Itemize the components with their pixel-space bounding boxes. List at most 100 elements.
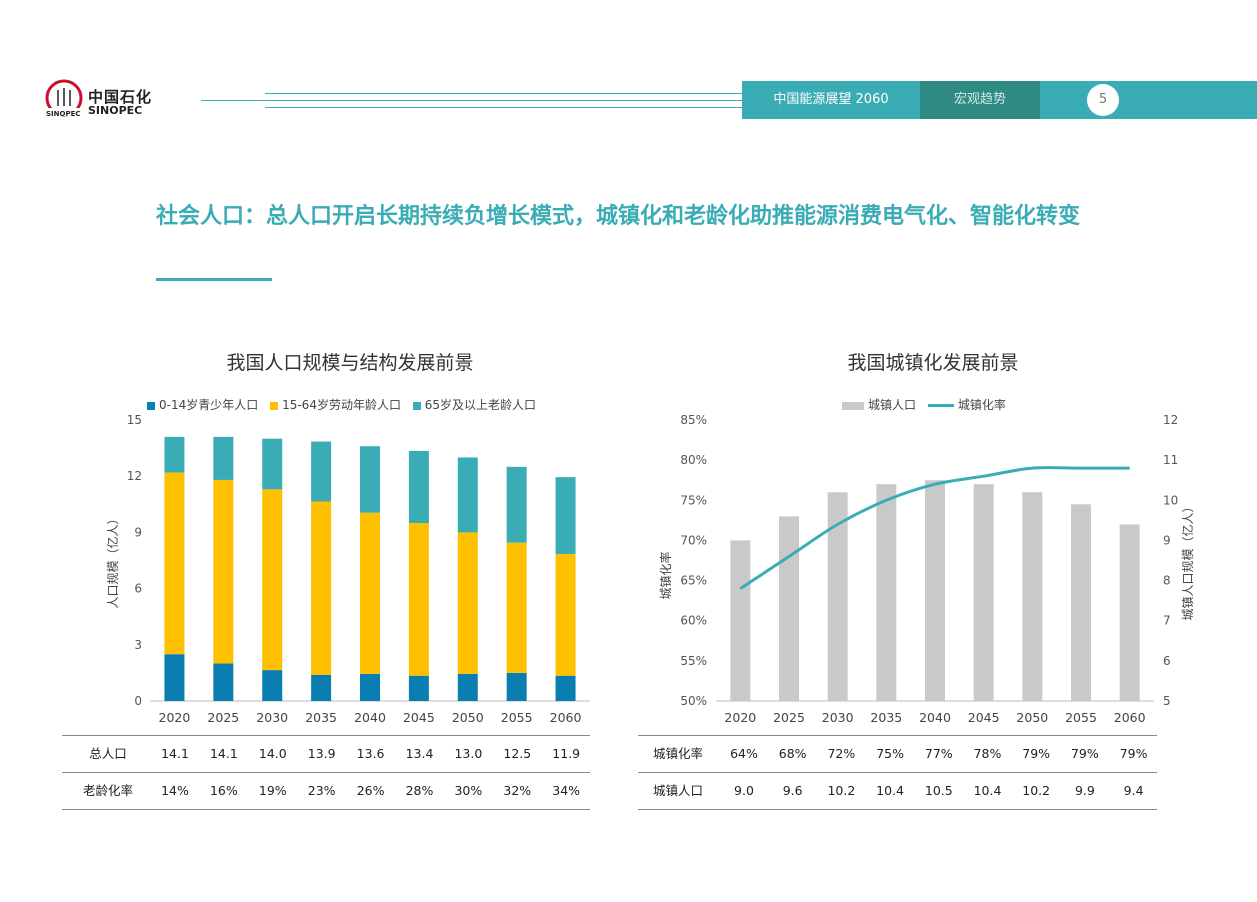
y-right-tick-label: 9	[1163, 533, 1171, 547]
urban-population-bar	[730, 540, 751, 701]
legend-swatch	[412, 401, 421, 410]
legend-item: 65岁及以上老龄人口	[412, 396, 537, 413]
table-cell: 13.6	[356, 746, 385, 761]
urban-population-bar	[827, 492, 848, 701]
table-cell: 79%	[1070, 746, 1099, 761]
x-tick-label: 2035	[305, 710, 337, 725]
table-rule	[62, 772, 590, 773]
legend-label: 65岁及以上老龄人口	[424, 398, 537, 412]
y-tick-label: 15	[127, 413, 142, 427]
chart2-legend: 城镇人口 城镇化率	[842, 396, 1014, 413]
urban-population-bar	[876, 484, 897, 701]
y-left-axis-label: 城镇化率	[658, 551, 673, 599]
x-tick-label: 2030	[822, 710, 854, 725]
table-cell: 77%	[924, 746, 953, 761]
legend-swatch	[842, 401, 864, 410]
bar-segment	[311, 501, 332, 675]
table-cell: 9.9	[1074, 783, 1095, 798]
bar-segment	[555, 477, 576, 554]
table-cell: 12.5	[503, 746, 532, 761]
y-tick-label: 3	[134, 638, 142, 652]
legend-label: 0-14岁青少年人口	[159, 398, 259, 412]
urban-population-bar	[973, 484, 994, 701]
legend-label: 城镇化率	[957, 398, 1006, 412]
table-cell: 13.9	[307, 746, 336, 761]
y-right-tick-label: 12	[1163, 413, 1178, 427]
y-right-axis-label: 城镇人口规模（亿人）	[1180, 500, 1195, 620]
table-cell: 23%	[307, 783, 336, 798]
table-cell: 14.0	[258, 746, 287, 761]
x-tick-label: 2030	[256, 710, 288, 725]
x-tick-label: 2040	[919, 710, 951, 725]
x-tick-label: 2020	[724, 710, 756, 725]
table-cell: 72%	[827, 746, 856, 761]
y-tick-label: 6	[134, 582, 142, 596]
table-cell: 10.2	[1022, 783, 1051, 798]
bar-segment	[360, 446, 380, 513]
logo-text-en: SINOPEC	[88, 104, 143, 117]
table-cell: 10.2	[827, 783, 856, 798]
y-left-tick-label: 55%	[680, 654, 707, 668]
table-rule	[638, 772, 1157, 773]
legend-label: 城镇人口	[868, 398, 917, 412]
legend-swatch	[270, 401, 279, 410]
table-cell: 79%	[1119, 746, 1148, 761]
y-right-tick-label: 5	[1163, 694, 1171, 708]
y-axis-label: 人口规模（亿人）	[105, 512, 120, 608]
bar-segment	[506, 466, 527, 543]
table-cell: 28%	[405, 783, 434, 798]
bar-segment	[408, 523, 429, 676]
table-cell: 16%	[209, 783, 238, 798]
table-cell: 10.4	[876, 783, 905, 798]
table-cell: 30%	[454, 783, 483, 798]
legend-label: 15-64岁劳动年龄人口	[282, 398, 401, 412]
table-cell: 14%	[161, 783, 189, 798]
table-cell: 75%	[876, 746, 904, 761]
y-right-tick-label: 11	[1163, 453, 1178, 467]
legend-item: 15-64岁劳动年龄人口	[270, 396, 401, 413]
chart1-legend: 0-14岁青少年人口 15-64岁劳动年龄人口 65岁及以上老龄人口	[147, 396, 544, 413]
x-tick-label: 2060	[550, 710, 582, 725]
page-number: 5	[1087, 84, 1119, 116]
x-tick-label: 2020	[159, 710, 191, 725]
bar-segment	[311, 441, 332, 502]
chart2-title: 我国城镇化发展前景	[847, 352, 1019, 374]
y-right-tick-label: 6	[1163, 654, 1171, 668]
urbanization-table: 城镇化率 64% 68% 72% 75% 77% 78% 79% 79% 79% 城镇人口 9.0 9.…	[638, 735, 1157, 811]
table-cell: 13.4	[405, 746, 434, 761]
x-tick-label: 2050	[452, 710, 484, 725]
y-right-tick-label: 8	[1163, 574, 1171, 588]
svg-text:SINOPEC: SINOPEC	[46, 110, 81, 118]
y-left-tick-label: 70%	[680, 533, 707, 547]
table-cell: 26%	[356, 783, 385, 798]
header-line	[265, 93, 742, 94]
table-cell: 14.1	[209, 746, 238, 761]
urban-population-bar	[779, 516, 799, 701]
bar-segment	[506, 542, 527, 673]
y-tick-label: 12	[127, 469, 142, 483]
table-rule	[62, 735, 590, 736]
x-tick-label: 2055	[501, 710, 533, 725]
table-cell: 13.0	[454, 746, 483, 761]
bar-segment	[506, 672, 527, 701]
y-tick-label: 9	[134, 525, 142, 539]
bar-segment	[213, 663, 234, 701]
y-left-tick-label: 50%	[680, 694, 707, 708]
urban-population-bar	[925, 480, 945, 701]
bar-segment	[408, 675, 429, 701]
table-rule	[638, 735, 1157, 736]
bar-segment	[360, 673, 380, 701]
bar-segment	[213, 479, 234, 664]
table-row: 老龄化率 14% 16% 19% 23% 26% 28% 30% 32% 34%	[62, 772, 590, 809]
x-tick-label: 2060	[1114, 710, 1146, 725]
legend-swatch	[147, 401, 155, 410]
bar-segment	[164, 436, 185, 473]
table-cell: 11.9	[552, 746, 581, 761]
urban-population-bar	[1071, 504, 1091, 701]
table-cell: 34%	[552, 783, 581, 798]
table-row: 城镇人口 9.0 9.6 10.2 10.4 10.5 10.4 10.2 9.9 9.4	[638, 772, 1157, 809]
y-tick-label: 0	[134, 694, 142, 708]
bar-segment	[262, 489, 283, 671]
